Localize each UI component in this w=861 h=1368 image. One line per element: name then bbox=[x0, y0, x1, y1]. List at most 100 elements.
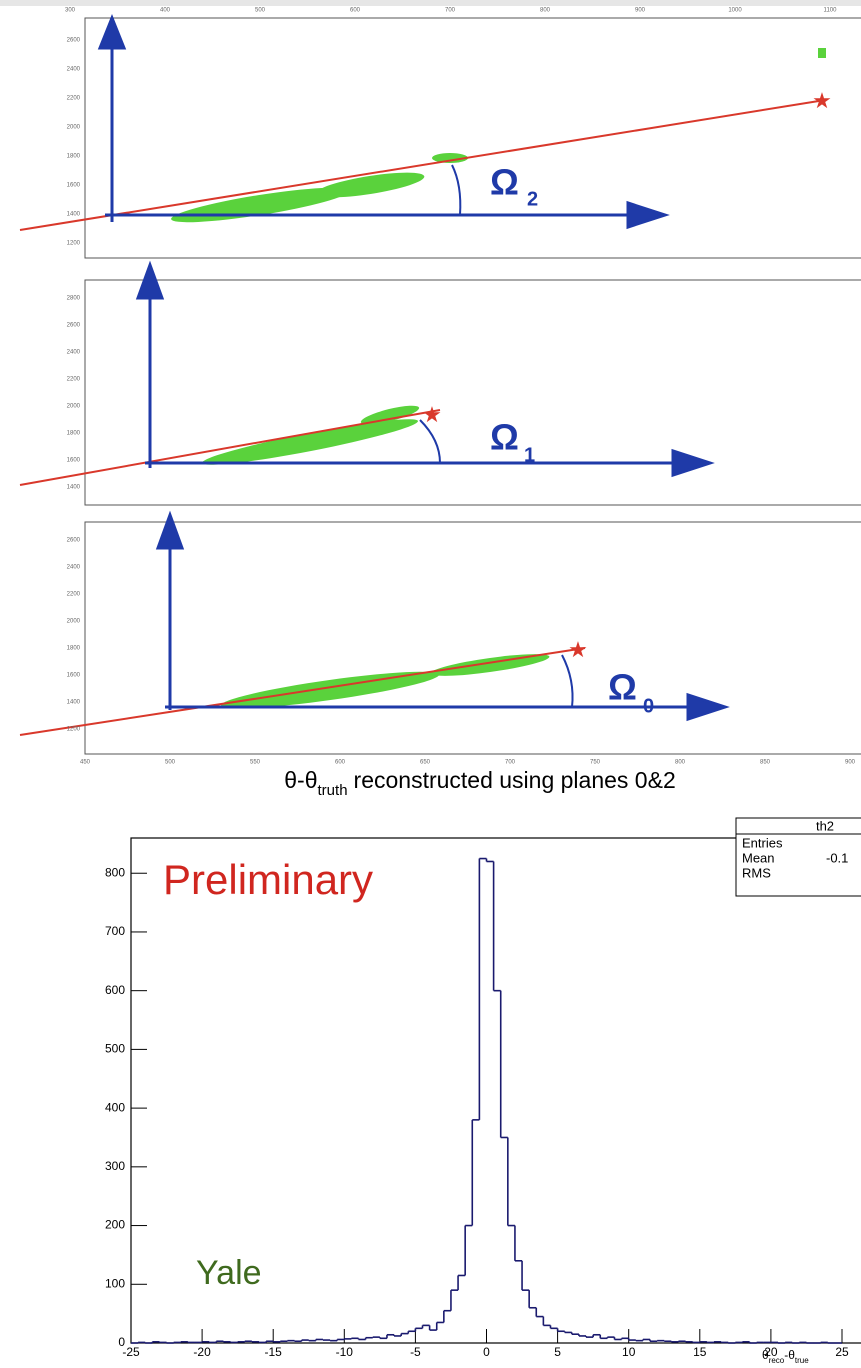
stats-box: th2 Entries Mean -0.1 RMS bbox=[736, 818, 861, 896]
star: ★ bbox=[812, 88, 832, 113]
y-tick-label: 1800 bbox=[67, 154, 81, 160]
y-tick-label: 1600 bbox=[67, 183, 81, 189]
x-tick-label: 700 bbox=[505, 760, 516, 766]
x-tick-label: 450 bbox=[80, 760, 91, 766]
star: ★ bbox=[568, 637, 588, 662]
arrowhead bbox=[628, 203, 665, 227]
top-bar bbox=[0, 0, 861, 6]
y-tick-label: 2600 bbox=[67, 323, 81, 329]
hit-cluster bbox=[430, 650, 551, 681]
y-tick-label: 2000 bbox=[67, 125, 81, 131]
hits bbox=[170, 48, 826, 715]
y-tick-label: 400 bbox=[105, 1100, 125, 1114]
stats-row: Mean bbox=[742, 850, 775, 865]
x-tick-label: 400 bbox=[160, 8, 171, 14]
fit-line bbox=[20, 648, 585, 735]
x-tick-label: 15 bbox=[693, 1345, 707, 1359]
x-tick-label: 300 bbox=[65, 8, 76, 14]
y-tick-label: 1400 bbox=[67, 485, 81, 491]
x-tick-label: 1100 bbox=[824, 8, 838, 14]
x-tick-label: 1000 bbox=[728, 8, 742, 14]
y-tick-label: 1800 bbox=[67, 431, 81, 437]
y-tick-label: 600 bbox=[105, 983, 125, 997]
y-tick-label: 200 bbox=[105, 1218, 125, 1232]
title-rest: reconstructed using planes 0&2 bbox=[354, 767, 676, 793]
x-tick-label: 20 bbox=[764, 1345, 778, 1359]
y-tick-label: 1200 bbox=[67, 241, 81, 247]
figure: ★ ★ ★ 3004005006007008009001000110045050… bbox=[0, 0, 861, 1368]
y-tick-label: 800 bbox=[105, 865, 125, 879]
x-tick-label: 700 bbox=[445, 8, 456, 14]
angle-subscript: 2 bbox=[527, 188, 538, 210]
x-tick-label: 750 bbox=[590, 760, 601, 766]
angle-label: Ω bbox=[608, 667, 637, 708]
arrowhead bbox=[673, 451, 710, 475]
x-tick-label: 550 bbox=[250, 760, 261, 766]
x-tick-label: -25 bbox=[122, 1345, 140, 1359]
x-label-part: true bbox=[795, 1356, 809, 1365]
arrowhead bbox=[138, 265, 162, 298]
x-tick-label: 650 bbox=[420, 760, 431, 766]
fit-line bbox=[20, 100, 825, 230]
page: {"event_display": { "top_xticks": ["300"… bbox=[0, 0, 861, 1368]
annotation: Preliminary bbox=[163, 856, 373, 903]
x-tick-label: -10 bbox=[336, 1345, 354, 1359]
x-tick-label: 900 bbox=[635, 8, 646, 14]
event-display-labels: 300 400 500 600 700 800 900 1000 1100 450 500 550 60… bbox=[65, 8, 856, 766]
fit-line bbox=[20, 410, 440, 485]
x-tick-label: -5 bbox=[410, 1345, 421, 1359]
x-tick-label: 500 bbox=[255, 8, 266, 14]
x-tick-label: 900 bbox=[845, 760, 856, 766]
angle-label: Ω bbox=[490, 162, 519, 203]
y-tick-label: 2800 bbox=[67, 296, 81, 302]
y-tick-label: 2400 bbox=[67, 350, 81, 356]
y-tick-label: 500 bbox=[105, 1042, 125, 1056]
angle-subscript: 1 bbox=[524, 444, 535, 466]
x-tick-label: 600 bbox=[350, 8, 361, 14]
y-tick-label: 2200 bbox=[67, 592, 81, 598]
x-tick-label: 5 bbox=[554, 1345, 561, 1359]
chart-title: θ-θtruth reconstructed using planes 0&2 bbox=[284, 767, 675, 799]
x-tick-label: -20 bbox=[193, 1345, 211, 1359]
stats-row: RMS bbox=[742, 865, 771, 880]
x-tick-label: 500 bbox=[165, 760, 176, 766]
angle-label: Ω bbox=[490, 417, 519, 458]
y-tick-label: 700 bbox=[105, 924, 125, 938]
y-tick-label: 1200 bbox=[67, 727, 81, 733]
stats-row: Entries bbox=[742, 835, 783, 850]
star: ★ bbox=[422, 402, 442, 427]
angle-subscript: 0 bbox=[643, 695, 654, 717]
axes-arrows bbox=[100, 18, 725, 719]
x-tick-label: 25 bbox=[835, 1345, 849, 1359]
arrowhead bbox=[100, 18, 124, 48]
y-tick-label: 2200 bbox=[67, 377, 81, 383]
y-tick-label: 2400 bbox=[67, 67, 81, 73]
x-tick-label: 850 bbox=[760, 760, 771, 766]
x-label-part: -θ bbox=[784, 1348, 795, 1362]
y-tick-label: 300 bbox=[105, 1159, 125, 1173]
x-tick-label: -15 bbox=[265, 1345, 283, 1359]
x-tick-label: 10 bbox=[622, 1345, 636, 1359]
y-tick-label: 1400 bbox=[67, 212, 81, 218]
x-tick-label: 800 bbox=[675, 760, 686, 766]
y-tick-label: 2400 bbox=[67, 565, 81, 571]
y-tick-label: 1800 bbox=[67, 646, 81, 652]
y-tick-label: 1400 bbox=[67, 700, 81, 706]
annotation: Yale bbox=[196, 1254, 262, 1292]
arrowhead bbox=[158, 515, 182, 548]
hit-cluster bbox=[818, 48, 826, 58]
event-display bbox=[85, 18, 861, 754]
y-tick-label: 100 bbox=[105, 1276, 125, 1290]
stats-name: th2 bbox=[816, 818, 834, 833]
panel-frame bbox=[85, 18, 861, 258]
x-tick-label: 600 bbox=[335, 760, 346, 766]
y-tick-label: 1600 bbox=[67, 458, 81, 464]
title-main: θ-θ bbox=[284, 767, 317, 793]
y-tick-label: 2600 bbox=[67, 538, 81, 544]
angle-arc bbox=[452, 165, 460, 215]
y-tick-label: 2000 bbox=[67, 619, 81, 625]
stats-value: -0.1 bbox=[826, 850, 848, 865]
x-tick-label: 0 bbox=[483, 1345, 490, 1359]
title-sub: truth bbox=[318, 782, 348, 799]
panel-frame bbox=[85, 522, 861, 754]
